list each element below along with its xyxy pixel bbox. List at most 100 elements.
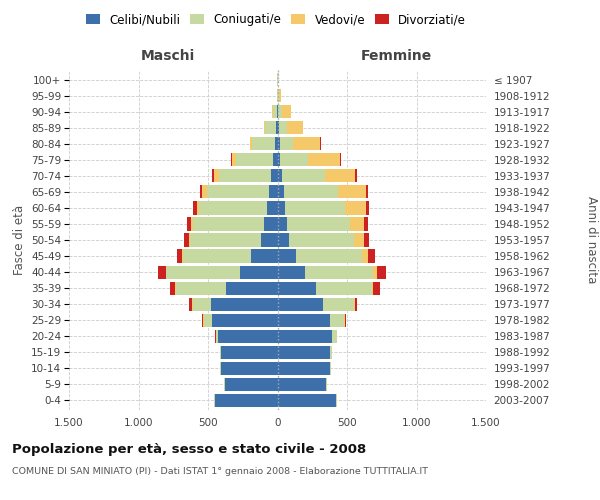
Bar [316,282,372,294]
Bar [224,378,277,391]
Bar [331,314,344,327]
Bar [350,218,364,230]
Bar [189,234,190,246]
Bar [366,202,369,214]
Bar [287,218,350,230]
Bar [204,314,212,327]
Bar [277,170,281,182]
Bar [203,314,204,327]
Bar [176,282,226,294]
Bar [308,153,340,166]
Bar [277,362,331,375]
Bar [277,137,280,150]
Bar [214,394,215,407]
Bar [263,121,265,134]
Bar [202,314,203,327]
Bar [212,314,277,327]
Bar [277,378,326,391]
Bar [364,218,368,230]
Bar [277,330,332,343]
Bar [296,250,362,262]
Bar [265,121,276,134]
Bar [354,234,364,246]
Bar [285,202,345,214]
Bar [275,137,277,150]
Bar [277,105,278,118]
Bar [277,153,280,166]
Bar [373,266,377,278]
Bar [276,121,277,134]
Bar [184,234,189,246]
Bar [355,170,357,182]
Bar [289,234,354,246]
Bar [377,266,386,278]
Bar [177,250,182,262]
Bar [158,266,166,278]
Bar [325,170,355,182]
Bar [354,298,355,310]
Bar [250,137,253,150]
Bar [232,153,236,166]
Bar [251,250,277,262]
Bar [284,186,338,198]
Bar [215,394,277,407]
Bar [236,153,274,166]
Bar [305,266,373,278]
Bar [220,346,221,359]
Bar [226,282,277,294]
Bar [283,105,292,118]
Bar [231,153,232,166]
Text: Maschi: Maschi [141,48,195,62]
Bar [373,282,380,294]
Bar [277,202,285,214]
Bar [277,89,278,102]
Bar [277,186,284,198]
Bar [277,282,316,294]
Bar [340,153,341,166]
Bar [197,202,199,214]
Bar [280,137,293,150]
Bar [293,137,320,150]
Bar [211,298,277,310]
Bar [192,298,193,310]
Bar [263,218,277,230]
Bar [362,250,368,262]
Bar [221,346,277,359]
Bar [345,202,366,214]
Bar [191,218,193,230]
Bar [277,394,336,407]
Bar [277,218,287,230]
Bar [253,137,275,150]
Legend: Celibi/Nubili, Coniugati/e, Vedovi/e, Divorziati/e: Celibi/Nubili, Coniugati/e, Vedovi/e, Di… [81,8,471,31]
Bar [183,250,251,262]
Bar [215,330,218,343]
Bar [219,170,271,182]
Text: Anni di nascita: Anni di nascita [584,196,598,284]
Text: Popolazione per età, sesso e stato civile - 2008: Popolazione per età, sesso e stato civil… [12,442,366,456]
Bar [267,202,277,214]
Bar [166,266,240,278]
Bar [338,186,366,198]
Text: Femmine: Femmine [361,48,431,62]
Bar [336,394,337,407]
Bar [372,282,373,294]
Bar [220,362,221,375]
Bar [202,186,206,198]
Bar [190,234,261,246]
Bar [199,202,267,214]
Bar [287,121,303,134]
Bar [212,170,214,182]
Bar [214,170,219,182]
Bar [278,105,283,118]
Text: COMUNE DI SAN MINIATO (PI) - Dati ISTAT 1° gennaio 2008 - Elaborazione TUTTITALI: COMUNE DI SAN MINIATO (PI) - Dati ISTAT … [12,468,428,476]
Bar [277,314,331,327]
Bar [274,153,277,166]
Bar [269,186,277,198]
Bar [175,282,176,294]
Bar [331,346,332,359]
Bar [277,346,331,359]
Bar [271,170,277,182]
Bar [345,314,346,327]
Bar [368,250,376,262]
Bar [364,234,369,246]
